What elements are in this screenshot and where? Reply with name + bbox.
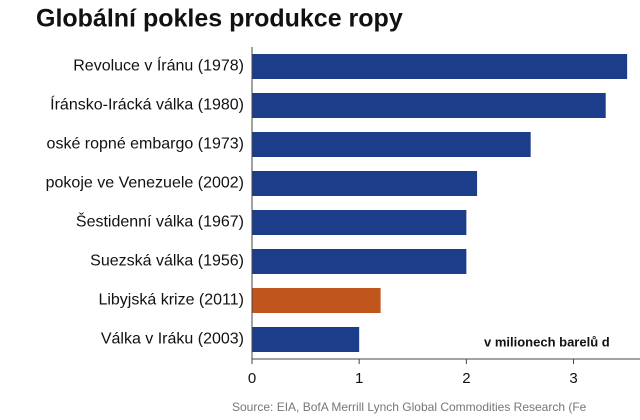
bar — [252, 210, 467, 235]
y-tick-label: Libyjská krize (2011) — [98, 292, 244, 309]
bar — [252, 93, 606, 118]
x-tick-label: 3 — [569, 370, 577, 387]
y-tick-label: pokoje ve Venezuele (2002) — [46, 175, 244, 192]
bar — [252, 288, 381, 313]
y-tick-label: oské ropné embargo (1973) — [47, 136, 244, 153]
chart-title: Globální pokles produkce ropy — [36, 5, 403, 33]
y-tick-label: Suezská válka (1956) — [90, 253, 244, 270]
x-tick-label: 1 — [355, 370, 363, 387]
y-tick-label: Válka v Iráku (2003) — [101, 331, 244, 348]
x-tick-label: 2 — [462, 370, 470, 387]
bar — [252, 54, 628, 79]
bar — [252, 249, 467, 274]
x-tick-label: 0 — [248, 370, 256, 387]
bar — [252, 327, 360, 352]
bar — [252, 132, 531, 157]
source: Source: EIA, BofA Merrill Lynch Global C… — [232, 400, 587, 414]
annotation: v milionech barelů d — [484, 334, 610, 349]
y-tick-label: Šestidenní válka (1967) — [76, 212, 244, 231]
y-tick-label: Íránsko-Irácká válka (1980) — [50, 95, 244, 114]
bar — [252, 171, 478, 196]
y-tick-label: Revoluce v Íránu (1978) — [73, 56, 244, 75]
